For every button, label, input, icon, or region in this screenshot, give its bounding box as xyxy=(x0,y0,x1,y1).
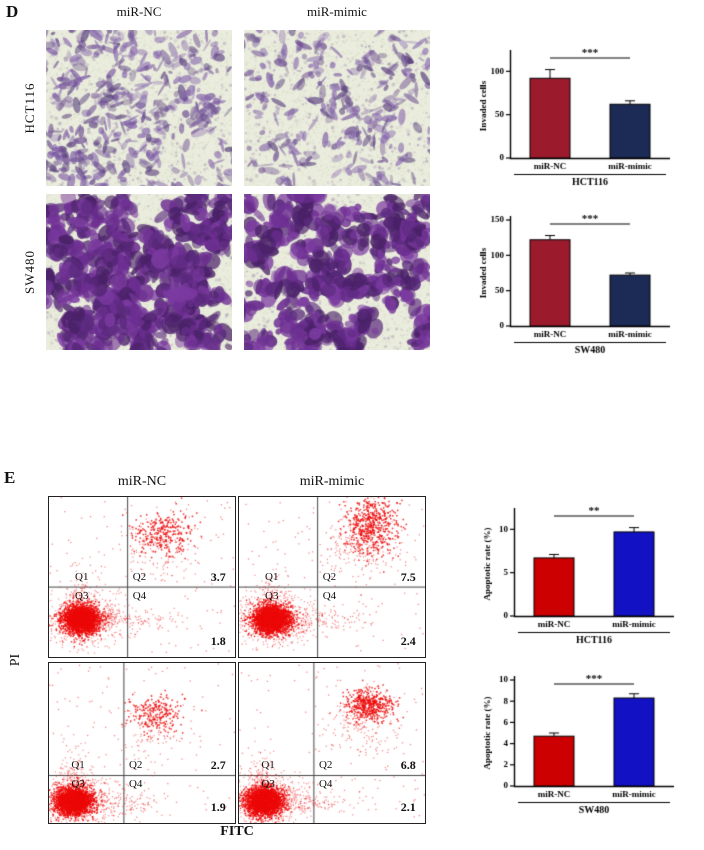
panel-d-col-header-mir-mimic: miR-mimic xyxy=(307,4,367,19)
panel-d-row-label-hct116: HCT116 xyxy=(22,82,37,134)
q2-percentage: 2.7 xyxy=(210,758,226,772)
quadrant-label-q2: Q2 xyxy=(318,759,333,771)
q4-percentage: 1.8 xyxy=(210,633,226,648)
q4-percentage: 2.1 xyxy=(400,799,416,814)
q4-percentage: 1.9 xyxy=(210,799,226,814)
quadrant-label-q1: Q1 xyxy=(265,570,279,583)
quadrant-label-q4: Q4 xyxy=(318,778,333,791)
bar-chart-invaded-sw480 xyxy=(474,202,680,362)
quadrant-label-q4: Q4 xyxy=(128,778,143,791)
transwell-image-hct116-mir-mimic xyxy=(244,30,430,186)
q2-percentage: 6.8 xyxy=(400,758,416,772)
quadrant-label-q1: Q1 xyxy=(75,570,89,583)
flow-scatter-canvas xyxy=(239,663,425,823)
panel-e-col-header-mir-mimic: miR-mimic xyxy=(299,474,365,489)
fitc-axis-label: FITC xyxy=(220,824,254,839)
quadrant-label-q2: Q2 xyxy=(132,570,147,583)
quadrant-label-q3: Q3 xyxy=(261,778,275,791)
quadrant-label-q4: Q4 xyxy=(132,589,147,602)
flow-plot-sw480-mir-nc: Q1 Q2 Q3 Q4 2.7 1.9 xyxy=(48,662,236,824)
flow-plot-hct116-mir-mimic: Q1 Q2 Q3 Q4 7.5 2.4 xyxy=(238,496,426,658)
quadrant-label-q2: Q2 xyxy=(322,570,337,583)
flow-plot-sw480-mir-mimic: Q1 Q2 Q3 Q4 6.8 2.1 xyxy=(238,662,426,824)
transwell-image-sw480-mir-mimic xyxy=(244,194,430,350)
flow-plot-hct116-mir-nc: Q1 Q2 Q3 Q4 3.7 1.8 xyxy=(48,496,236,658)
quadrant-label-q4: Q4 xyxy=(322,589,337,602)
quadrant-label-q3: Q3 xyxy=(265,589,279,602)
bar-chart-apoptosis-hct116 xyxy=(478,494,684,652)
q2-percentage: 7.5 xyxy=(400,569,416,584)
q2-percentage: 3.7 xyxy=(210,569,226,584)
bar-chart-apoptosis-sw480 xyxy=(478,662,684,822)
transwell-image-hct116-mir-nc xyxy=(46,30,232,186)
panel-d-col-header-mir-nc: miR-NC xyxy=(116,4,162,19)
panel-e-label: E xyxy=(4,468,16,487)
transwell-image-sw480-mir-nc xyxy=(46,194,232,350)
flow-scatter-canvas xyxy=(49,663,235,823)
quadrant-label-q3: Q3 xyxy=(71,778,85,791)
panel-e-col-header-mir-nc: miR-NC xyxy=(117,474,167,489)
flow-scatter-canvas xyxy=(239,497,425,657)
panel-d-label: D xyxy=(6,2,19,21)
quadrant-label-q2: Q2 xyxy=(128,759,143,771)
bar-chart-invaded-hct116 xyxy=(474,36,680,194)
pi-axis-label: PI xyxy=(8,653,23,667)
quadrant-label-q1: Q1 xyxy=(71,759,85,771)
quadrant-label-q1: Q1 xyxy=(261,759,275,771)
panel-d-row-label-sw480: SW480 xyxy=(22,250,37,294)
flow-scatter-canvas xyxy=(49,497,235,657)
q4-percentage: 2.4 xyxy=(400,633,416,648)
quadrant-label-q3: Q3 xyxy=(75,589,89,602)
